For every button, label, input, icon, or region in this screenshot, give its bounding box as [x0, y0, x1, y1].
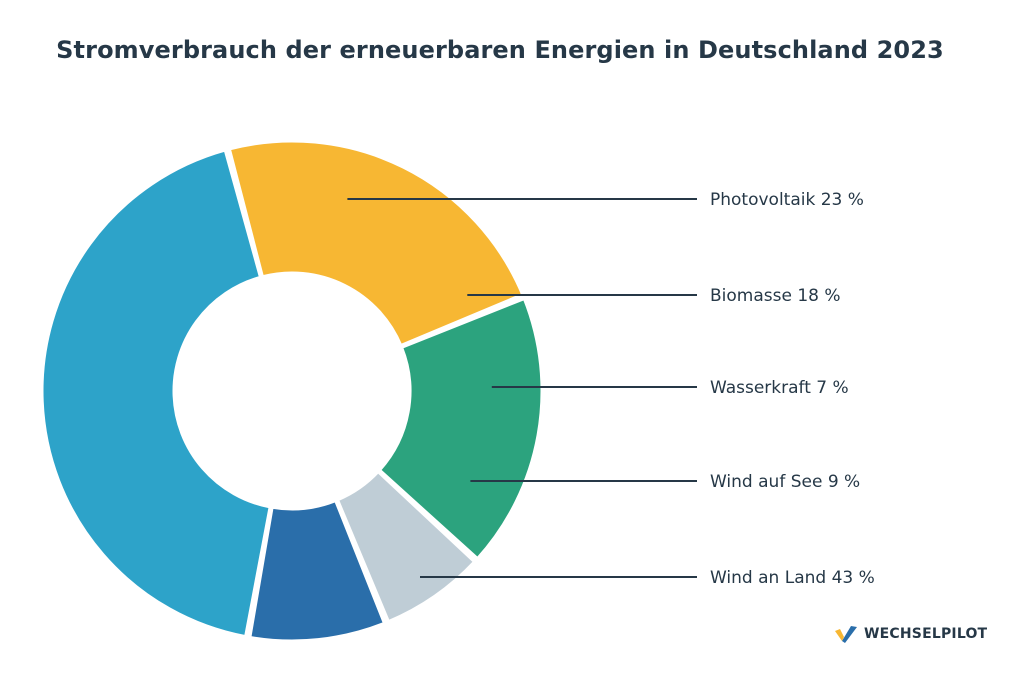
- brand: WECHSELPILOT: [834, 622, 987, 646]
- slice-biomasse: [378, 297, 544, 561]
- slice-label-wind-an-land: Wind an Land 43 %: [710, 568, 875, 588]
- slice-label-photovoltaik: Photovoltaik 23 %: [710, 190, 864, 210]
- slice-photovoltaik: [227, 139, 525, 347]
- wechselpilot-logo-icon: [835, 626, 857, 643]
- slice-wind-an-land: [40, 148, 272, 639]
- slice-wasserkraft: [336, 470, 477, 624]
- slice-label-biomasse: Biomasse 18 %: [710, 286, 841, 306]
- slice-label-wind-auf-see: Wind auf See 9 %: [710, 472, 860, 492]
- brand-name: WECHSELPILOT: [864, 626, 988, 642]
- slice-wind-auf-see: [248, 499, 386, 643]
- slice-label-wasserkraft: Wasserkraft 7 %: [710, 378, 849, 398]
- slice-labels: Photovoltaik 23 % Biomasse 18 % Wasserkraf…: [710, 190, 875, 588]
- leader-lines: [347, 198, 697, 578]
- chart-title: Stromverbrauch der erneuerbaren Energien…: [56, 36, 944, 64]
- donut-slices: [40, 139, 544, 643]
